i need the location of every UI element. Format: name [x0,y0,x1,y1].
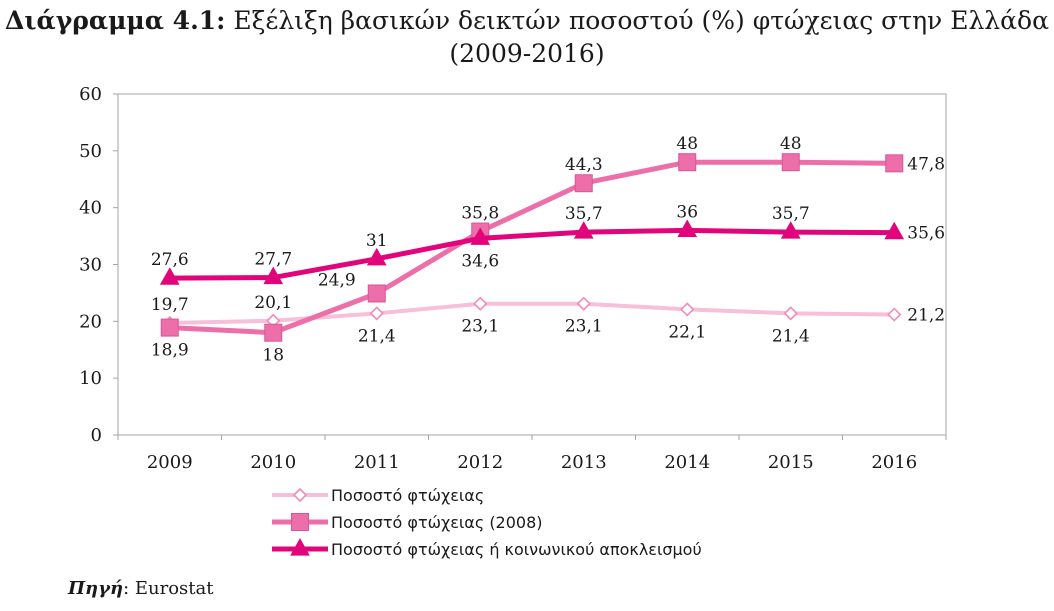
series-3-point [677,219,698,237]
legend-swatch-marker [290,538,310,556]
series-3-point [884,221,905,240]
source-label: Πηγή [68,578,124,599]
series-3-point [573,221,594,239]
y-tick-label: 50 [79,141,102,162]
data-label: 23,1 [461,317,499,337]
series-2-point [574,174,593,193]
legend-label: Ποσοστό φτώχειας ή κοινωνικού αποκλεισμο… [331,540,702,559]
y-tick-label: 40 [79,198,102,219]
data-label: 22,1 [668,322,706,342]
data-label: 27,6 [151,250,189,270]
x-tick-label: 2016 [871,452,917,473]
data-label: 44,3 [565,155,603,175]
source-note: Πηγή: Eurostat [68,578,213,599]
data-label: 35,7 [565,204,603,224]
legend-label: Ποσοστό φτώχειας [331,486,484,505]
data-label: 21,2 [907,306,945,326]
series-2-point [885,154,904,173]
data-label: 35,7 [772,204,810,224]
data-label: 21,4 [772,326,810,346]
series-group [159,153,905,342]
legend-swatch-marker [292,487,308,503]
data-label: 18 [262,346,284,366]
legend-entry-1: Ποσοστό φτώχειας [272,486,484,505]
x-tick-label: 2014 [664,452,710,473]
series-3-point [159,267,180,285]
title-prefix: Διάγραμμα 4.1: [5,6,226,35]
data-label: 24,9 [318,270,356,290]
series-3-point [366,247,387,266]
series-3 [159,219,905,285]
data-label: 21,4 [358,326,396,346]
data-label: 20,1 [254,293,292,313]
legend-entry-2: Ποσοστό φτώχειας (2008) [272,513,543,532]
series-1-point [783,306,798,321]
legend-swatch-marker [291,513,309,531]
data-label: 48 [780,134,802,154]
series-1-point [887,307,902,322]
title-line-1: Διάγραμμα 4.1: Εξέλιξη βασικών δεικτών π… [0,4,1054,37]
series-line-2 [167,159,897,336]
data-label: 47,8 [907,154,945,174]
title-main: Εξέλιξη βασικών δεικτών ποσοστού (%) φτώ… [233,6,1049,35]
x-tick-label: 2012 [457,452,503,473]
source-value: : Eurostat [123,578,214,599]
series-1 [162,296,902,331]
series-3-point [263,266,284,285]
data-label: 48 [676,134,698,154]
series-2-point [160,318,179,337]
data-labels: 19,7 20,1 21,4 23,1 23,1 22,1 21,4 21,2 18,9 18 24… [151,134,945,366]
legend-entry-3: Ποσοστό φτώχειας ή κοινωνικού αποκλεισμο… [272,538,702,559]
series-3-point [470,227,491,245]
series-2-point [781,153,800,172]
data-label: 34,6 [461,251,499,271]
x-tick-label: 2010 [250,452,296,473]
y-tick-label: 20 [79,311,102,332]
data-label: 35,8 [461,204,499,224]
series-1-point [473,296,488,311]
legend: Ποσοστό φτώχειας Ποσοστό φτώχειας (2008) Π… [272,486,702,559]
legend-label: Ποσοστό φτώχειας (2008) [331,513,543,532]
chart-title: Διάγραμμα 4.1: Εξέλιξη βασικών δεικτών π… [0,4,1054,70]
y-tick-label: 30 [79,255,102,276]
series-1-point [369,306,384,321]
data-label: 35,6 [907,224,945,244]
data-label: 18,9 [151,341,189,361]
title-line-2: (2009-2016) [449,39,605,68]
data-label: 19,7 [151,295,189,315]
data-label: 23,1 [565,317,603,337]
series-1-point [680,302,695,317]
series-3-point [780,221,801,239]
x-tick-label: 2015 [768,452,814,473]
data-label: 36 [676,202,698,222]
series-2-point [367,284,386,303]
y-tick-label: 10 [79,368,102,389]
series-2-point [264,323,283,342]
series-line-1 [167,301,897,326]
x-tick-label: 2011 [354,452,400,473]
plot-area-frame [117,93,947,436]
data-label: 31 [366,231,388,251]
series-2-point [678,153,697,172]
x-tick-label: 2013 [561,452,607,473]
y-tick-label: 60 [79,84,102,105]
data-label: 27,7 [254,250,292,270]
x-tick-label: 2009 [147,452,193,473]
y-tick-label: 0 [91,425,102,446]
axes: 0 10 20 30 40 50 60 2009 2010 2011 2012 2013 2014 201… [79,84,947,473]
series-1-point [576,296,591,311]
series-line-3 [167,227,897,281]
